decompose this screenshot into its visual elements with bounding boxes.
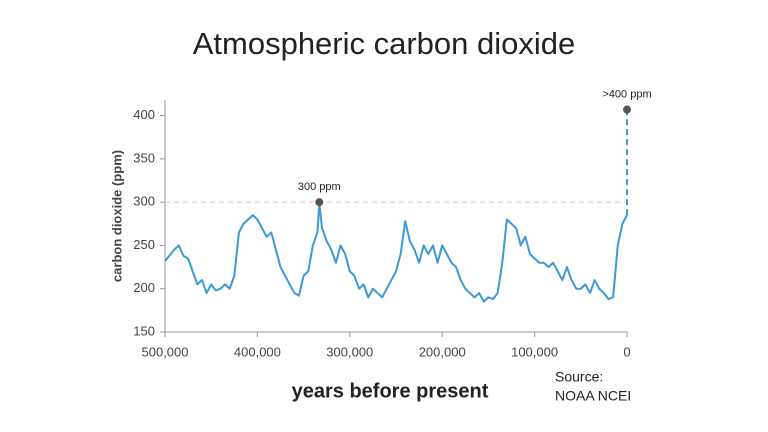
y-tick-label: 150 [133,323,155,338]
x-tick-label: 100,000 [511,344,558,359]
x-tick-label: 200,000 [419,344,466,359]
y-tick-label: 400 [133,107,155,122]
annotation-point [623,105,631,114]
source-text: NOAA NCEI [555,388,631,404]
annotation-label: 300 ppm [298,181,341,193]
annotation-label: >400 ppm [602,88,651,100]
y-tick-label: 250 [133,237,155,252]
y-axis-label: carbon dioxide (ppm) [109,150,124,282]
chart-title: Atmospheric carbon dioxide [193,26,576,61]
x-axis-label: years before present [292,380,489,402]
y-tick-label: 200 [133,280,155,295]
y-tick-label: 300 [133,194,155,209]
x-tick-label: 0 [623,344,630,359]
x-tick-label: 300,000 [326,344,373,359]
data-line [164,202,628,303]
x-tick-label: 500,000 [142,344,189,359]
x-tick-label: 400,000 [234,344,281,359]
y-tick-label: 350 [133,150,155,165]
source-text: Source: [555,369,603,385]
annotation-point [315,198,324,207]
